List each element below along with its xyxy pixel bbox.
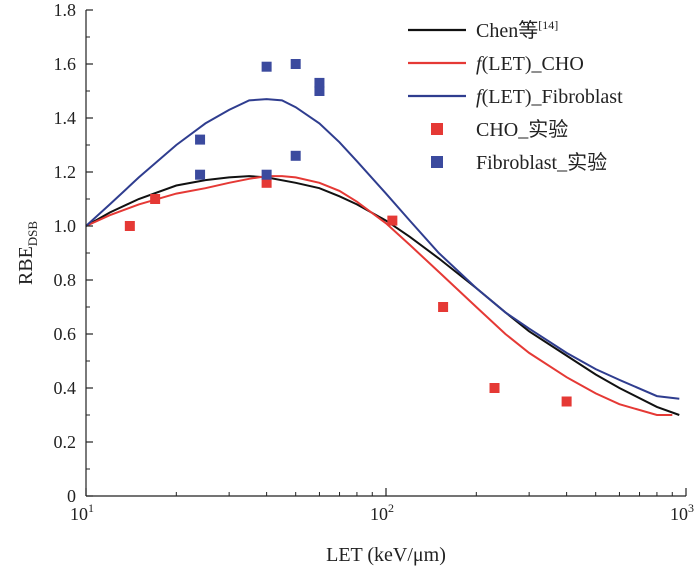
legend-label: CHO_实验 bbox=[476, 118, 568, 141]
x-tick-label: 103 bbox=[670, 501, 694, 524]
data-point-3 bbox=[150, 194, 161, 204]
legend-label-prefix: f bbox=[476, 86, 484, 108]
data-point-3 bbox=[124, 221, 135, 231]
y-tick-label: 1.2 bbox=[54, 162, 77, 182]
y-tick-label: 1.6 bbox=[54, 54, 77, 74]
legend-label-text: (LET)_CHO bbox=[482, 53, 584, 75]
legend: Chen等[14]f(LET)_CHOf(LET)_FibroblastCHO_… bbox=[408, 18, 623, 174]
x-axis-label: LET (keV/μm) bbox=[326, 544, 446, 566]
legend-label: Fibroblast_实验 bbox=[476, 151, 607, 174]
series-layer bbox=[85, 59, 680, 416]
legend-label-text: (LET)_Fibroblast bbox=[482, 86, 624, 108]
y-axis-label-subscript: DSB bbox=[25, 221, 40, 247]
data-point-3 bbox=[438, 302, 449, 312]
x-tick-base: 10 bbox=[370, 504, 388, 524]
y-tick-label: 0.4 bbox=[54, 378, 77, 398]
x-tick-label: 102 bbox=[370, 501, 394, 524]
legend-swatch bbox=[431, 123, 443, 135]
legend-label: f(LET)_Fibroblast bbox=[476, 86, 623, 108]
legend-swatch bbox=[431, 156, 443, 168]
legend-label-text: Chen等 bbox=[476, 19, 538, 42]
y-axis-label: RBEDSB bbox=[15, 221, 40, 286]
y-tick-label: 0 bbox=[67, 486, 76, 506]
data-point-4 bbox=[290, 59, 301, 69]
series-line-2 bbox=[85, 98, 680, 400]
y-tick-label: 1.4 bbox=[54, 108, 77, 128]
y-axis-label-main: RBE bbox=[15, 246, 37, 285]
data-point-3 bbox=[387, 215, 398, 226]
x-tick-exponent: 2 bbox=[388, 501, 394, 515]
data-point-4 bbox=[195, 169, 206, 180]
legend-label: Chen等[14] bbox=[476, 18, 558, 42]
x-tick-exponent: 3 bbox=[688, 501, 694, 515]
legend-label-text: CHO_实验 bbox=[476, 118, 568, 141]
x-tick-base: 10 bbox=[70, 504, 88, 524]
x-tick-exponent: 1 bbox=[88, 501, 94, 515]
x-tick-label: 101 bbox=[70, 501, 94, 524]
legend-label-text: Fibroblast_实验 bbox=[476, 151, 607, 174]
data-point-4 bbox=[261, 61, 272, 72]
data-point-4 bbox=[314, 86, 325, 96]
y-tick-label: 1.8 bbox=[54, 0, 77, 20]
data-point-3 bbox=[561, 396, 572, 407]
axes bbox=[85, 10, 686, 497]
data-point-4 bbox=[195, 134, 206, 145]
legend-label: f(LET)_CHO bbox=[476, 53, 584, 75]
legend-label-superscript: [14] bbox=[538, 18, 558, 32]
data-point-4 bbox=[290, 150, 301, 161]
data-point-3 bbox=[489, 383, 500, 393]
data-point-3 bbox=[261, 177, 272, 188]
y-tick-label: 0.6 bbox=[54, 324, 77, 344]
y-tick-label: 0.2 bbox=[54, 432, 77, 452]
series-line-1 bbox=[85, 175, 673, 416]
data-point-4 bbox=[314, 77, 325, 88]
x-tick-base: 10 bbox=[670, 504, 688, 524]
y-tick-label: 0.8 bbox=[54, 270, 77, 290]
legend-label-prefix: f bbox=[476, 53, 484, 75]
series-line-0 bbox=[85, 175, 680, 416]
data-point-4 bbox=[261, 169, 272, 180]
y-tick-label: 1.0 bbox=[54, 216, 77, 236]
